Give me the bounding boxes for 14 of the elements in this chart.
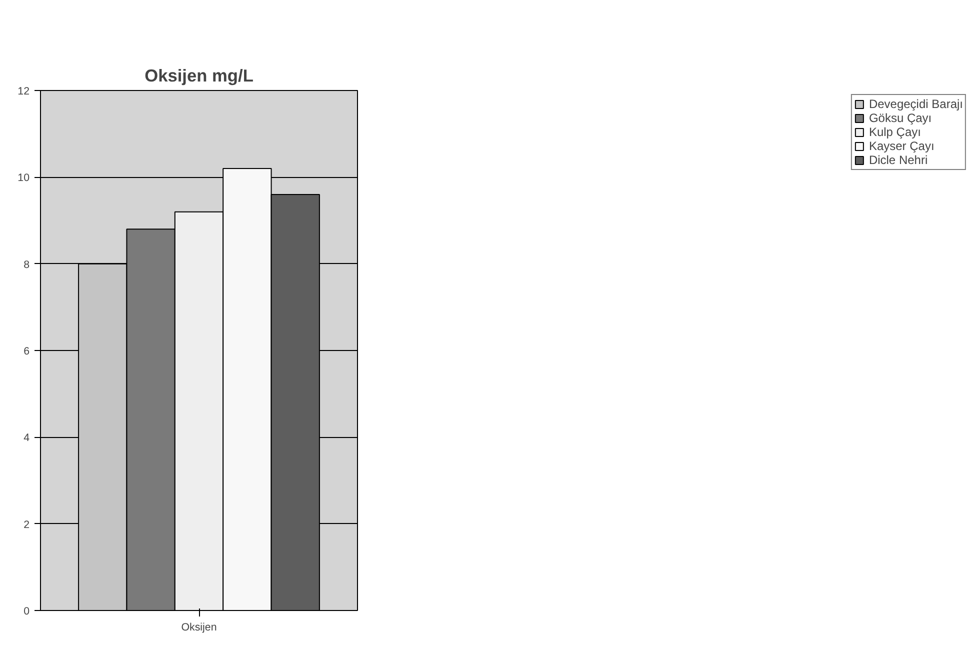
legend-label: Kayser Çayı — [868, 139, 934, 153]
y-tick-label: 8 — [24, 258, 30, 271]
legend-label: Göksu Çayı — [868, 111, 932, 125]
x-tick-label: Oksijen — [181, 622, 217, 634]
y-tick-label: 2 — [24, 518, 30, 531]
legend-label: Dicle Nehri — [868, 153, 928, 167]
y-tick-label: 4 — [24, 432, 30, 444]
y-tick-label: 6 — [24, 346, 30, 358]
y-tick-label: 12 — [18, 86, 30, 98]
y-tick-label: 0 — [24, 606, 30, 618]
legend-label: Kulp Çayı — [868, 125, 921, 139]
legend-label: Devegeçidi Barajı — [868, 97, 963, 111]
chart-title: Oksijen mg/L — [144, 66, 254, 86]
y-tick-label: 10 — [18, 172, 30, 184]
